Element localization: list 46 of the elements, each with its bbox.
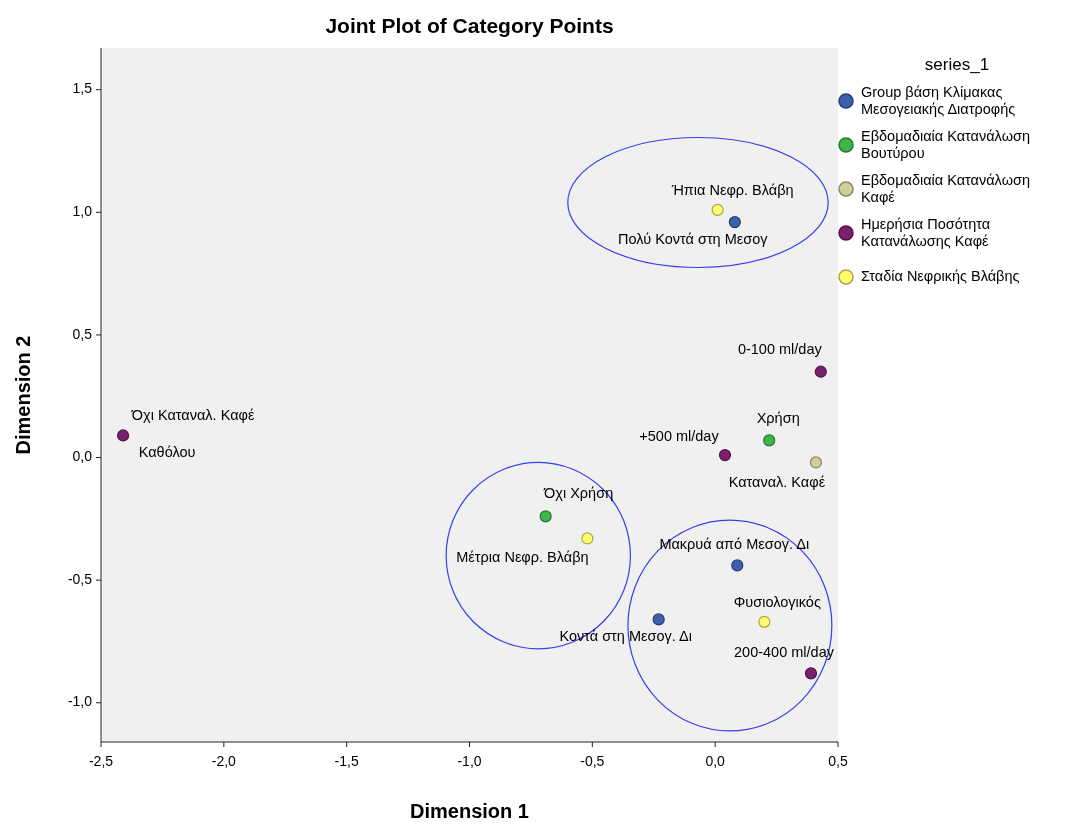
x-axis-title: Dimension 1 <box>410 800 529 822</box>
annotation: Καταναλ. Καφέ <box>728 474 826 491</box>
annotation: Όχι Καταναλ. Καφέ <box>130 407 255 424</box>
y-tick-label: 1,0 <box>72 203 93 220</box>
annotation: Χρήση <box>756 410 800 427</box>
y-tick-label: -0,5 <box>67 570 93 587</box>
point <box>652 613 665 626</box>
x-tick-label: -1,5 <box>334 753 359 769</box>
point <box>731 559 744 572</box>
y-tick-label: 1,5 <box>72 80 93 97</box>
y-tick-label: -1,0 <box>67 693 93 710</box>
legend-label: Εβδομαδιαία Κατανάλωση Βουτύρου <box>861 127 1030 161</box>
y-tick-label: 0,5 <box>72 325 93 342</box>
point <box>581 532 594 545</box>
legend-label: Group βάση Κλίμακας Μεσογειακής Διατροφής <box>861 83 1016 117</box>
annotation: 200-400 ml/day <box>734 644 835 661</box>
chart-title: Joint Plot of Category Points <box>325 14 614 37</box>
annotation: Ήπια Νεφρ. Βλάβη <box>670 181 794 198</box>
annotation: Φυσιολογικός <box>733 593 821 610</box>
legend-label: Σταδία Νεφρικής Βλάβης <box>861 267 1020 284</box>
point <box>117 429 130 442</box>
x-tick-label: -2,0 <box>211 753 237 769</box>
point <box>809 456 822 469</box>
point <box>758 615 771 628</box>
annotation: +500 ml/day <box>639 427 720 444</box>
point <box>539 510 552 523</box>
point <box>728 216 741 229</box>
x-tick-label: 0,5 <box>828 753 848 769</box>
legend-title: series_1 <box>924 55 990 74</box>
annotation: Πολύ Κοντά στη Μεσογ <box>618 230 769 247</box>
x-tick-label: -0,5 <box>580 753 605 769</box>
annotation: Μέτρια Νεφρ. Βλάβη <box>456 549 589 566</box>
x-tick-label: 0,0 <box>705 753 726 769</box>
x-tick-label: -1,0 <box>457 753 482 769</box>
legend-label: Ημερήσια Ποσότητα Κατανάλωσης Καφέ <box>861 215 991 249</box>
legend-label: Εβδομαδιαία Κατανάλωση Καφέ <box>861 171 1030 205</box>
y-axis-title: Dimension 2 <box>12 335 34 455</box>
point <box>711 203 724 216</box>
point <box>718 448 732 462</box>
point <box>814 365 827 378</box>
point <box>804 667 818 680</box>
annotation: Καθόλου <box>138 444 196 461</box>
annotation: 0-100 ml/day <box>737 340 823 357</box>
y-tick-label: 0,0 <box>72 448 93 465</box>
point <box>763 434 776 447</box>
x-tick-label: -2,5 <box>88 753 114 769</box>
